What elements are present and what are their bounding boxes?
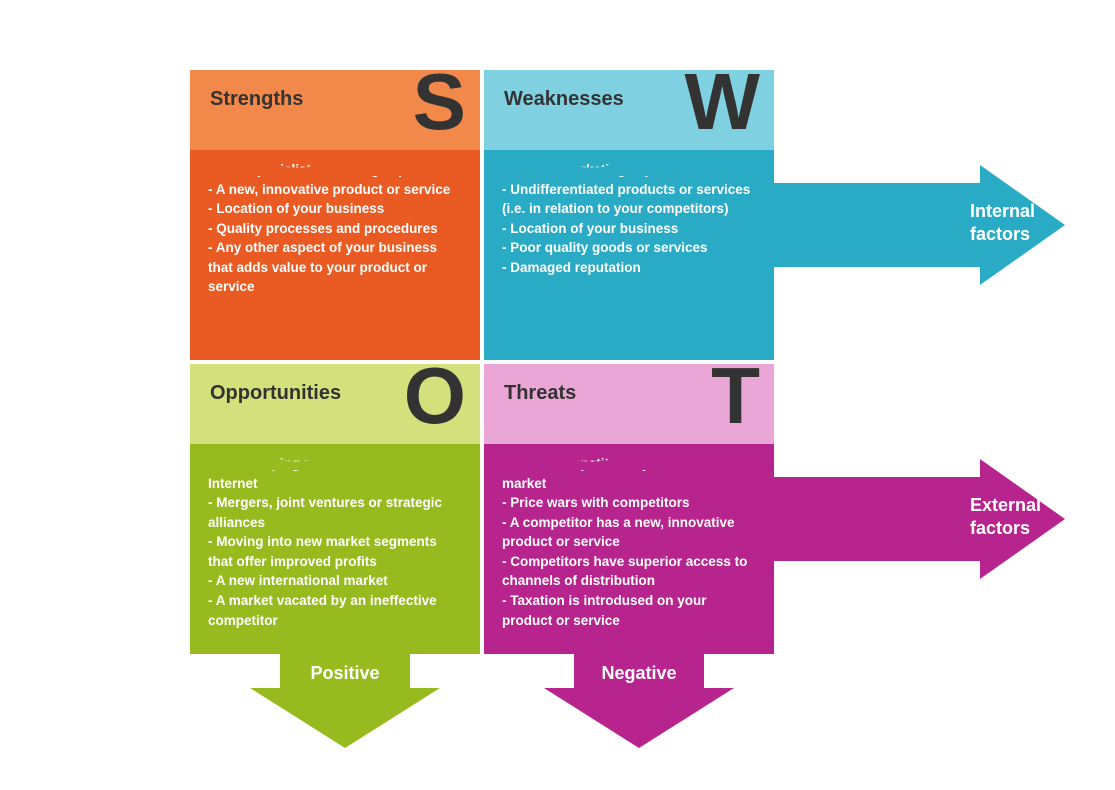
list-item: - Any other aspect of your business that…	[208, 238, 462, 297]
list-item: - A market vacated by an ineffective com…	[208, 591, 462, 630]
quadrant-body: - Lack of marketing expertise - Undiffer…	[484, 150, 774, 360]
quadrant-letter: S	[413, 70, 464, 142]
arrow-external-label: External factors	[970, 494, 1080, 539]
quadrant-weaknesses: Weaknesses W - Lack of marketing experti…	[484, 70, 774, 360]
arrow-down-icon	[544, 640, 734, 750]
quadrant-header: Strengths S	[190, 70, 480, 150]
arrow-down-icon	[250, 640, 440, 750]
list-item: - Moving into new market segments that o…	[208, 532, 462, 571]
list-item: - Poor quality goods or services	[502, 238, 756, 258]
quadrant-header: Threats T	[484, 364, 774, 444]
arrow-positive	[250, 640, 440, 755]
list-item: - A competitor has a new, innovative pro…	[502, 513, 756, 552]
quadrant-title: Opportunities	[210, 382, 341, 404]
list-item: - Taxation is introdused on your product…	[502, 591, 756, 630]
list-item: - Mergers, joint ventures or strategic a…	[208, 493, 462, 532]
list-item: - Damaged reputation	[502, 258, 756, 278]
quadrant-title: Weaknesses	[504, 88, 624, 110]
quadrant-body: - Your specialist marketing expertise - …	[190, 150, 480, 360]
list-item: - Lack of marketing expertise	[502, 160, 756, 180]
quadrant-letter: O	[404, 364, 464, 436]
list-item: - A new international market	[208, 571, 462, 591]
arrow-positive-label: Positive	[250, 662, 440, 685]
swot-canvas: Internal factors External factors Positi…	[190, 70, 1060, 760]
list-item: - Competitors have superior access to ch…	[502, 552, 756, 591]
quadrant-threats: Threats T - A new competitor in your hom…	[484, 364, 774, 654]
quadrant-strengths: Strengths S - Your specialist marketing …	[190, 70, 480, 360]
arrow-negative	[544, 640, 734, 755]
quadrant-header: Opportunities O	[190, 364, 480, 444]
list-item: - Location of your business	[502, 219, 756, 239]
quadrant-title: Strengths	[210, 88, 303, 110]
quadrant-opportunities: Opportunities O - A developing market su…	[190, 364, 480, 654]
quadrant-body: - A developing market such as the Intern…	[190, 444, 480, 654]
quadrant-title: Threats	[504, 382, 576, 404]
list-item: - Price wars with competitors	[502, 493, 756, 513]
list-item: - Undifferentiated products or services …	[502, 180, 756, 219]
arrow-negative-label: Negative	[544, 662, 734, 685]
list-item: - Your specialist marketing expertise	[208, 160, 462, 180]
quadrant-letter: W	[684, 70, 758, 142]
list-item: - A new, innovative product or service	[208, 180, 462, 200]
quadrant-header: Weaknesses W	[484, 70, 774, 150]
quadrant-letter: T	[711, 364, 758, 436]
list-item: - A developing market such as the Intern…	[208, 454, 462, 493]
list-item: - Quality processes and procedures	[208, 219, 462, 239]
list-item: - A new competitor in your home market	[502, 454, 756, 493]
list-item: - Location of your business	[208, 199, 462, 219]
quadrant-body: - A new competitor in your home market -…	[484, 444, 774, 654]
arrow-internal-label: Internal factors	[970, 200, 1080, 245]
